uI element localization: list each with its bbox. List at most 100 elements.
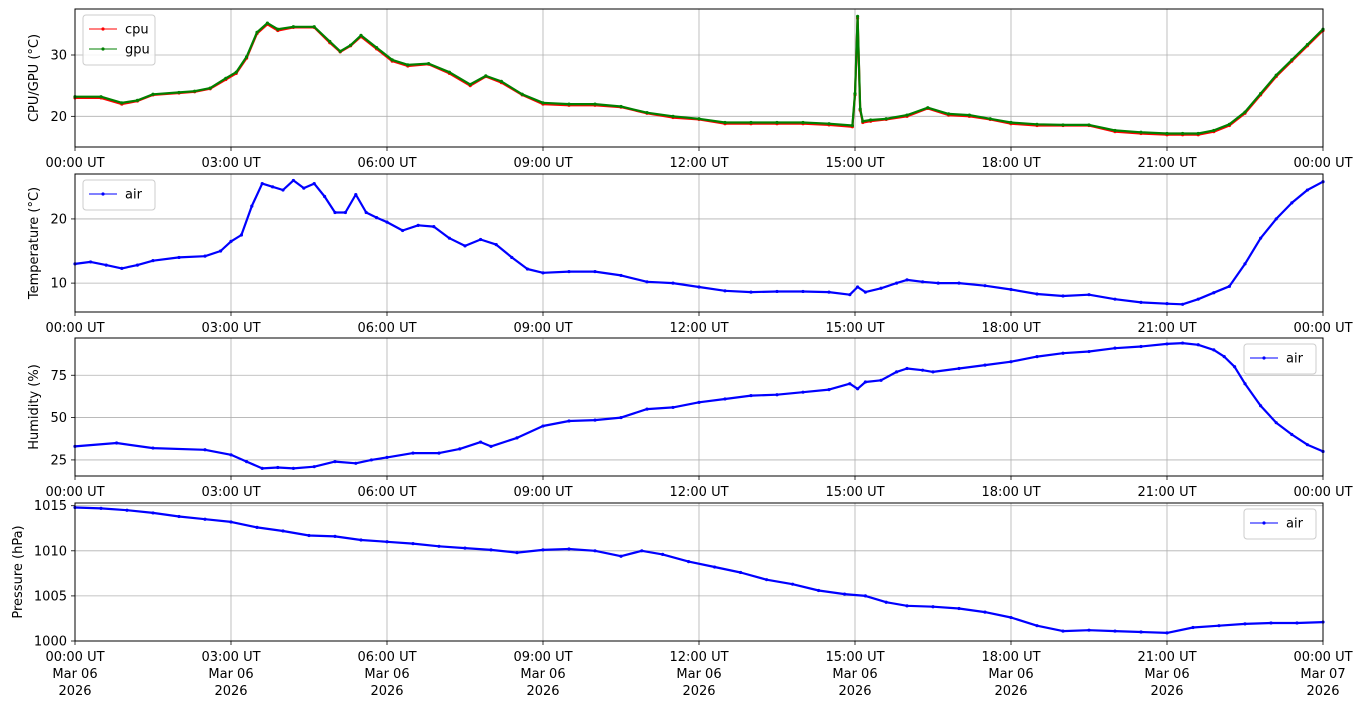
data-point-gpu [520,92,524,96]
data-point-air [765,578,769,582]
x-tick-label: 00:00 UT [1293,321,1352,336]
data-point-gpu [1035,122,1039,126]
data-point-air [276,465,280,470]
x-tick-label: 12:00 UT [669,321,728,336]
data-point-air [936,281,940,285]
x-tick-label: 18:00 UT [981,650,1040,665]
data-point-air [323,194,327,199]
data-point-air [983,284,987,288]
x-tick-label: 12:00 UT [669,650,728,665]
data-point-air [260,466,264,470]
data-point-air [1181,341,1185,345]
x-tick-label: 00:00 UT [45,485,104,500]
data-point-air [863,290,868,294]
x-tick-date-label: 2026 [526,684,559,699]
x-tick-date-label: 2026 [994,684,1027,699]
data-point-air [843,592,847,596]
x-tick-label: 00:00 UT [45,321,104,336]
data-point-gpu [869,118,873,122]
data-point-air [120,266,124,270]
data-point-gpu [224,76,228,80]
data-point-air [957,366,961,371]
plot-frame [74,173,1324,313]
data-point-air [291,466,295,470]
data-point-gpu [947,112,951,116]
legend-label-air: air [125,188,143,203]
x-tick-label: 12:00 UT [669,485,728,500]
chart-panel-4: 00:00 UT Mar 06 2026 03:00 UT Mar 06 2026 06:0… [11,499,1353,699]
data-point-gpu [850,123,855,128]
legend-marker-air [101,192,105,196]
data-point-gpu [208,86,212,90]
data-point-air [863,594,868,598]
x-tick-label: 00:00 UT [45,650,104,665]
data-point-air [1196,343,1200,347]
data-point-gpu [193,89,197,93]
data-point-air [489,444,493,448]
data-point-gpu [856,14,860,18]
data-point-air [905,604,909,608]
data-point-air [1233,365,1237,369]
data-point-gpu [905,113,909,117]
data-point-gpu [858,107,862,111]
data-point-air [375,216,379,220]
data-point-air [879,378,883,382]
data-point-air [749,393,753,398]
y-tick-label: 30 [50,49,67,64]
data-point-air [245,460,249,464]
plot-frame [74,502,1324,642]
data-point-air [291,178,295,183]
legend-box [82,179,156,211]
data-point-air [1061,351,1065,355]
data-point-air [359,538,363,542]
data-point-air [817,588,821,593]
data-point-air [115,441,119,445]
legend-label-air: air [1286,517,1304,532]
data-point-air [827,388,831,392]
data-point-air [983,610,987,614]
data-point-gpu [1243,110,1247,114]
data-point-air [1243,382,1247,386]
data-point-air [856,387,860,391]
plot-frame [74,8,1324,148]
data-point-air [515,551,519,555]
legend-label-cpu: cpu [125,23,149,38]
y-tick-label: 1005 [34,589,67,604]
data-point-air [416,223,420,227]
data-point-air [723,289,727,293]
data-point-gpu [967,113,972,117]
x-tick-date-label: Mar 06 [676,667,721,682]
data-point-air [125,508,129,512]
data-point-air [1009,287,1013,292]
data-point-air [687,560,691,564]
x-tick-label: 06:00 UT [357,485,416,500]
data-point-air [1290,432,1294,437]
x-tick-label: 21:00 UT [1137,156,1196,171]
data-point-air [983,363,987,367]
x-tick-label: 03:00 UT [201,650,260,665]
data-point-air [203,254,207,258]
data-point-air [1113,629,1117,633]
data-point-air [312,182,316,186]
x-tick-label: 06:00 UT [357,156,416,171]
data-point-air [333,534,337,538]
data-point-air [1259,236,1263,240]
data-point-air [271,185,275,189]
data-point-air [921,280,925,284]
data-point-air [801,390,805,394]
data-point-air [1139,630,1143,634]
data-point-gpu [853,92,857,96]
data-point-air [177,255,181,260]
y-axis-label: CPU/GPU (°C) [27,34,42,122]
legend-marker-air [1262,356,1266,360]
legend-label-gpu: gpu [125,43,150,58]
x-tick-label: 09:00 UT [513,321,572,336]
y-tick-label: 75 [50,369,67,384]
data-point-air [1035,292,1039,296]
data-point-gpu [861,119,865,123]
legend-box [1243,508,1317,540]
data-point-gpu [1165,131,1169,136]
data-point-air [848,382,852,386]
x-tick-label: 00:00 UT [1293,650,1352,665]
